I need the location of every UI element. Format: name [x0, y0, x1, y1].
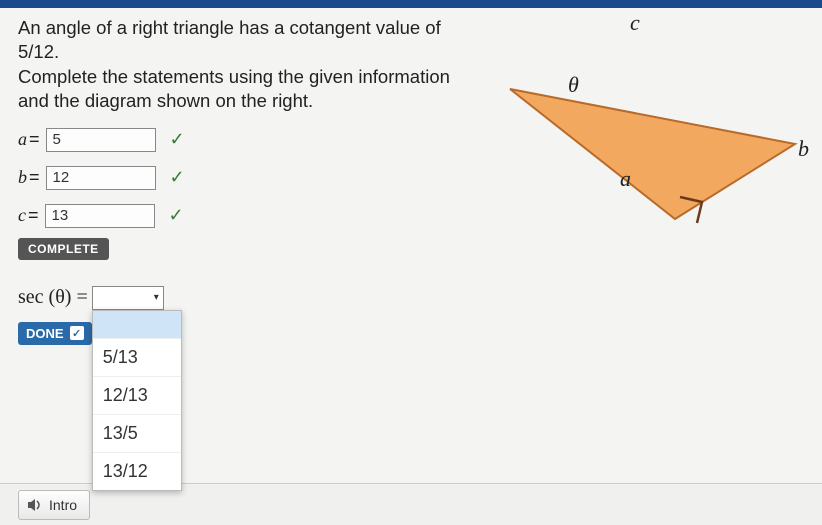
dropdown-option[interactable]: 5/13	[93, 339, 181, 377]
label-c: c	[630, 10, 640, 36]
title-bar	[0, 0, 822, 8]
intro-label: Intro	[49, 497, 77, 513]
sec-row: sec (θ) = ▾ 5/13 12/13 13/5 13/12	[18, 286, 462, 310]
row-a: a = 5 ✓	[18, 128, 462, 152]
var-a: a	[18, 129, 27, 150]
equals-b: =	[29, 167, 40, 188]
label-a: a	[620, 166, 631, 192]
dropdown-option[interactable]: 13/5	[93, 415, 181, 453]
input-b[interactable]: 12	[46, 166, 156, 190]
question-panel: An angle of a right triangle has a cotan…	[0, 8, 480, 345]
row-c: c = 13 ✓	[18, 204, 462, 228]
check-icon: ✓	[70, 326, 84, 340]
dropdown-option[interactable]: 13/12	[93, 453, 181, 490]
row-b: b = 12 ✓	[18, 166, 462, 190]
main-content: An angle of a right triangle has a cotan…	[0, 8, 822, 345]
equals-c: =	[28, 205, 39, 226]
diagram-panel: c θ a b	[480, 8, 822, 345]
dropdown-option[interactable]: 12/13	[93, 377, 181, 415]
triangle-shape	[510, 89, 795, 219]
check-icon: ✓	[170, 167, 185, 188]
equals-a: =	[29, 129, 40, 150]
check-icon: ✓	[170, 129, 185, 150]
speaker-icon	[27, 498, 43, 512]
var-b: b	[18, 167, 27, 188]
label-theta: θ	[568, 72, 579, 98]
done-button[interactable]: DONE ✓	[18, 322, 92, 345]
input-c[interactable]: 13	[45, 204, 155, 228]
prompt-line-1: An angle of a right triangle has a cotan…	[18, 17, 441, 62]
sec-select-wrap: ▾ 5/13 12/13 13/5 13/12	[92, 286, 164, 310]
dropdown-option-blank[interactable]	[93, 311, 181, 339]
input-a[interactable]: 5	[46, 128, 156, 152]
question-prompt: An angle of a right triangle has a cotan…	[18, 16, 462, 114]
sec-label: sec (θ) =	[18, 286, 88, 309]
sec-select[interactable]: ▾	[92, 286, 164, 310]
sec-dropdown: 5/13 12/13 13/5 13/12	[92, 310, 182, 491]
triangle-diagram	[480, 14, 820, 234]
complete-button[interactable]: COMPLETE	[18, 238, 109, 260]
chevron-down-icon: ▾	[154, 292, 159, 303]
intro-button[interactable]: Intro	[18, 490, 90, 520]
prompt-line-2: Complete the statements using the given …	[18, 66, 450, 111]
label-b: b	[798, 136, 809, 162]
check-icon: ✓	[169, 205, 184, 226]
done-label: DONE	[26, 326, 64, 341]
var-c: c	[18, 205, 26, 226]
